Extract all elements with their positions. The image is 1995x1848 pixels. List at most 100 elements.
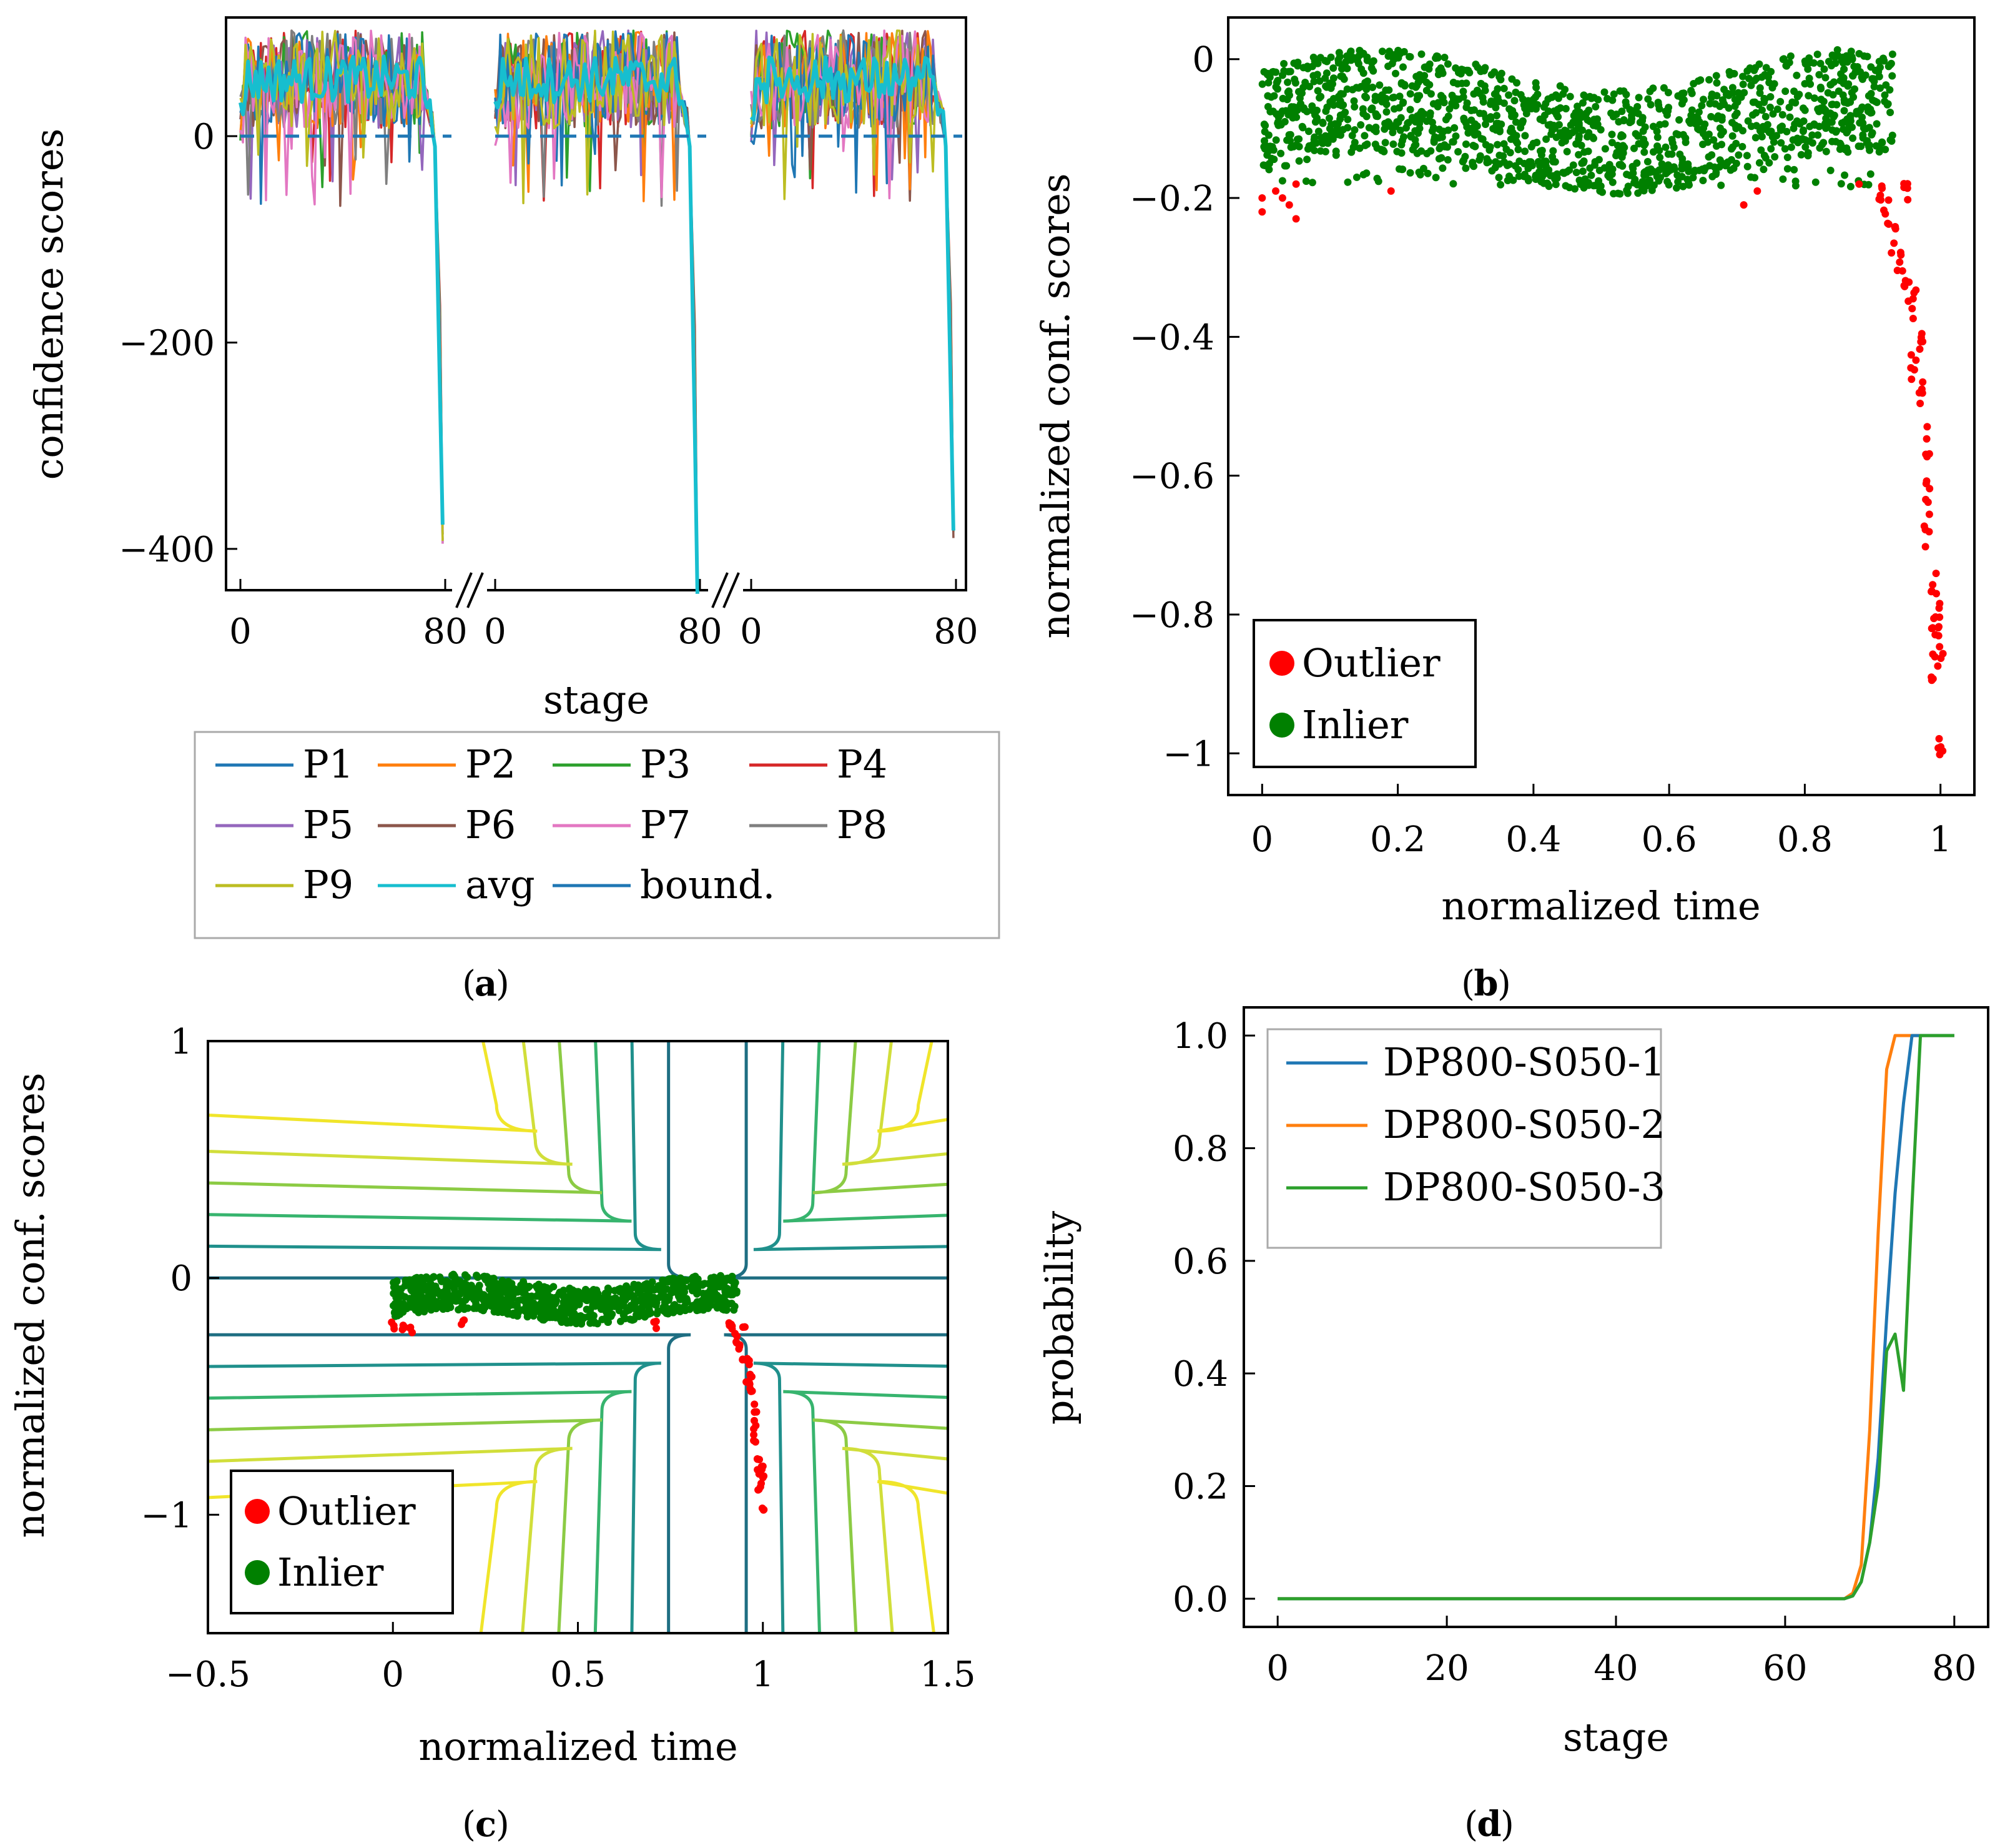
panel-b-inlier-point bbox=[1760, 152, 1768, 159]
panel-c-y-axis-label: normalized conf. scores bbox=[7, 1072, 53, 1538]
panel-c-inlier-point bbox=[717, 1275, 725, 1283]
panel-c-legend-box bbox=[230, 1470, 454, 1614]
panel-b-inlier-point bbox=[1658, 160, 1666, 168]
panel-a-series-avg-seg1 bbox=[239, 54, 445, 525]
panel-b-inlier-point bbox=[1310, 136, 1318, 144]
panel-b-xtick-label: 1 bbox=[1929, 819, 1952, 860]
panel-c-inlier-point bbox=[496, 1301, 504, 1308]
panel-b-inlier-point bbox=[1751, 76, 1759, 84]
panel-b-inlier-point bbox=[1301, 79, 1309, 86]
panel-c-inlier-point bbox=[475, 1303, 483, 1312]
panel-b-inlier-point bbox=[1532, 84, 1540, 92]
panel-c-contour-line bbox=[783, 1041, 948, 1223]
panel-a-xtick-label: 0 bbox=[484, 611, 506, 652]
panel-b-inlier-point bbox=[1623, 186, 1631, 194]
caption-c: ( c ) bbox=[462, 1804, 510, 1845]
svg-text:(: ( bbox=[462, 964, 476, 1004]
panel-b-inlier-point bbox=[1431, 133, 1439, 141]
panel-b-inlier-point bbox=[1357, 121, 1365, 129]
panel-b-inlier-point bbox=[1542, 159, 1550, 167]
panel-b-inlier-point bbox=[1310, 146, 1318, 154]
panel-c-outlier-point bbox=[757, 1480, 765, 1488]
panel-c-inlier-point bbox=[729, 1290, 737, 1298]
panel-b-inlier-point bbox=[1545, 166, 1553, 174]
panel-b-outlier-point bbox=[1932, 570, 1940, 578]
panel-b-inlier-point bbox=[1323, 69, 1331, 77]
panel-c-outlier-point bbox=[741, 1323, 749, 1331]
panel-c-inlier-point bbox=[464, 1304, 472, 1312]
panel-b-inlier-point bbox=[1469, 161, 1477, 169]
panel-b-inlier-point bbox=[1820, 97, 1828, 106]
panel-b-inlier-point bbox=[1757, 146, 1765, 154]
panel-b-inlier-point bbox=[1706, 100, 1714, 107]
panel-c-inlier-point bbox=[506, 1295, 514, 1303]
panel-b-inlier-point bbox=[1477, 79, 1485, 87]
panel-b-inlier-point bbox=[1828, 137, 1836, 146]
panel-b-inlier-point bbox=[1352, 173, 1361, 181]
panel-b-inlier-point bbox=[1282, 107, 1290, 115]
panel-b-inlier-point bbox=[1638, 178, 1647, 185]
panel-b-inlier-point bbox=[1483, 159, 1491, 167]
panel-b-inlier-point bbox=[1630, 144, 1638, 152]
panel-b-inlier-point bbox=[1287, 143, 1295, 151]
panel-b-inlier-point bbox=[1473, 122, 1481, 130]
panel-b-inlier-point bbox=[1664, 150, 1672, 158]
panel-c-inlier-point bbox=[691, 1278, 699, 1286]
panel-c-inlier-point bbox=[537, 1313, 545, 1322]
panel-b-inlier-point bbox=[1258, 80, 1266, 88]
panel-b-inlier-point bbox=[1687, 87, 1695, 95]
panel-c-inlier-point bbox=[517, 1282, 525, 1290]
panel-b-inlier-point bbox=[1821, 74, 1830, 82]
panel-b-inlier-point bbox=[1479, 94, 1487, 102]
panel-b-inlier-point bbox=[1495, 126, 1504, 134]
panel-c-inlier-point bbox=[627, 1315, 635, 1323]
panel-b-inlier-point bbox=[1343, 64, 1351, 72]
caption-b-letter: b bbox=[1474, 963, 1498, 1004]
panel-c-inlier-point bbox=[486, 1277, 494, 1285]
panel-b-inlier-point bbox=[1272, 83, 1280, 91]
panel-b-inlier-point bbox=[1300, 106, 1308, 114]
panel-b-inlier-point bbox=[1870, 82, 1878, 91]
panel-c-inlier-point bbox=[396, 1310, 404, 1318]
panel-c-inlier-point bbox=[443, 1305, 451, 1313]
panel-c-inlier-point bbox=[470, 1295, 478, 1303]
caption-a: ( a ) bbox=[462, 963, 510, 1004]
panel-b-inlier-point bbox=[1786, 52, 1795, 60]
panel-b-inlier-point bbox=[1471, 131, 1479, 139]
panel-b-inlier-point bbox=[1731, 112, 1739, 120]
panel-a-plot-area bbox=[239, 29, 962, 594]
panel-b-outlier-point bbox=[1908, 305, 1916, 313]
panel-b-inlier-point bbox=[1550, 121, 1558, 129]
panel-b-inlier-point bbox=[1822, 147, 1830, 156]
panel-b-outlier-point bbox=[1918, 330, 1926, 338]
panel-b-ytick-label: 0 bbox=[1192, 40, 1214, 81]
panel-c-inlier-point bbox=[625, 1306, 633, 1314]
panel-b-inlier-point bbox=[1314, 127, 1323, 136]
panel-b-inlier-point bbox=[1744, 117, 1752, 125]
panel-b-inlier-point bbox=[1857, 142, 1865, 151]
panel-b-outlier-point bbox=[1272, 187, 1280, 195]
panel-b-inlier-point bbox=[1441, 54, 1449, 61]
panel-b-inlier-point bbox=[1406, 90, 1414, 98]
panel-b-inlier-point bbox=[1322, 82, 1330, 90]
panel-b-inlier-point bbox=[1855, 50, 1863, 57]
panel-b-inlier-point bbox=[1673, 184, 1680, 192]
panel-b-inlier-point bbox=[1848, 53, 1856, 61]
panel-b-inlier-point bbox=[1843, 99, 1851, 107]
panel-b-inlier-point bbox=[1351, 126, 1359, 134]
panel-c-inlier-point bbox=[431, 1282, 440, 1290]
panel-b-inlier-point bbox=[1454, 148, 1462, 156]
panel-b-inlier-point bbox=[1439, 127, 1447, 136]
panel-b-inlier-point bbox=[1751, 134, 1760, 142]
panel-b-outlier-point bbox=[1278, 194, 1286, 202]
panel-b-inlier-point bbox=[1344, 178, 1352, 186]
panel-b-inlier-point bbox=[1728, 84, 1736, 92]
panel-c-contour-line bbox=[783, 1390, 948, 1633]
panel-b-inlier-point bbox=[1678, 172, 1686, 180]
panel-b-inlier-point bbox=[1758, 106, 1766, 114]
svg-text:): ) bbox=[1497, 964, 1511, 1004]
panel-b-outlier-point bbox=[1896, 258, 1904, 266]
panel-b-inlier-point bbox=[1462, 140, 1470, 148]
panel-c-outlier-point bbox=[653, 1324, 660, 1332]
panel-b-inlier-point bbox=[1272, 136, 1280, 144]
